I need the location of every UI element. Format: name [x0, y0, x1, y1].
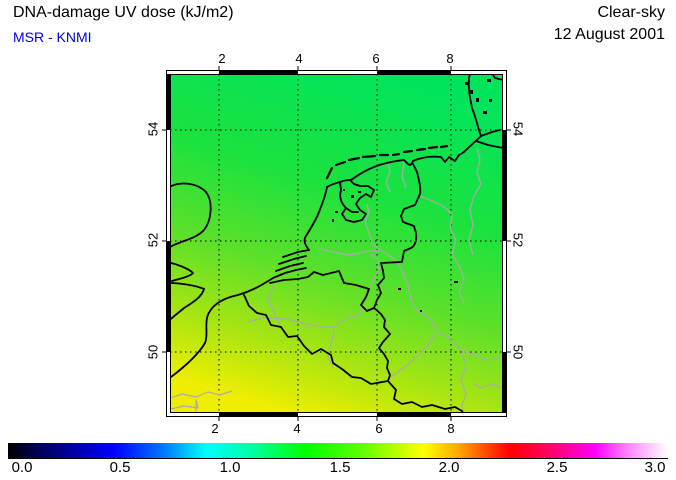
date-label: 12 August 2001	[553, 26, 665, 43]
map-frame-outer	[166, 70, 507, 417]
lat-label-right-54: 54	[510, 121, 526, 137]
river-rhine-south	[460, 351, 467, 413]
lat-label-left-52: 52	[145, 232, 161, 248]
map-frame-inner	[170, 74, 503, 413]
coast-zeeland-delta-2	[275, 262, 304, 272]
lon-label-top-6: 6	[372, 51, 380, 66]
rivers-and-minor-borders	[170, 147, 503, 413]
figure-title: DNA-damage UV dose (kJ/m2)	[13, 4, 234, 21]
colorbar-label-1.5: 1.5	[329, 459, 351, 476]
river-sambre	[247, 317, 333, 328]
wadden-islands	[325, 144, 449, 180]
colorbar-label-3.0: 3.0	[644, 459, 666, 476]
coast-continental	[170, 277, 274, 379]
river-moselle	[388, 332, 435, 380]
river-weser	[468, 147, 482, 256]
coast-friesland	[350, 159, 414, 181]
colorbar-label-2.0: 2.0	[438, 459, 460, 476]
flevoland-edge	[345, 207, 359, 213]
border-fr-be	[243, 294, 389, 385]
river-rhine	[317, 248, 503, 361]
german-state-border	[419, 195, 465, 304]
uv-dose-field	[170, 74, 503, 413]
coast-zeeland-delta-4	[282, 249, 310, 258]
border-fr-de	[387, 380, 464, 413]
lat-label-left-50: 50	[145, 344, 161, 360]
coast-germany	[412, 74, 482, 163]
small-islands-and-lakes	[332, 79, 492, 312]
sky-condition-label: Clear-sky	[597, 4, 665, 21]
map-frame-segments	[167, 71, 506, 416]
lon-label-bottom-8: 8	[447, 421, 455, 436]
border-be-de-lux	[373, 307, 391, 382]
river-main	[473, 383, 503, 389]
figure-subtitle: MSR - KNMI	[13, 29, 92, 45]
lon-label-top-8: 8	[446, 51, 454, 66]
river-seine	[170, 399, 199, 413]
coast-england-norfolk	[170, 182, 212, 249]
coastlines-and-borders	[170, 74, 503, 413]
coast-england-kent	[170, 282, 205, 321]
lon-label-bottom-2: 2	[211, 421, 219, 436]
lon-label-top-2: 2	[218, 51, 226, 66]
ijsselmeer-shore	[339, 180, 375, 223]
border-nl-de	[373, 163, 422, 309]
river-meuse	[327, 253, 380, 369]
coast-england-essex	[170, 261, 194, 282]
river-somme	[170, 390, 233, 399]
axis-tick-marks	[162, 66, 511, 421]
colorbar-label-1.0: 1.0	[219, 459, 241, 476]
coast-holland-west	[303, 186, 328, 251]
colorbar-label-0.5: 0.5	[109, 459, 131, 476]
river-scheldt	[267, 284, 282, 328]
river-ijssel	[364, 203, 381, 251]
graticule-grid	[170, 74, 503, 413]
coast-zeeland-delta-3	[278, 255, 307, 265]
lat-label-right-50: 50	[510, 344, 526, 360]
lon-label-bottom-4: 4	[293, 421, 301, 436]
province-border-drenthe	[401, 161, 407, 189]
lon-label-top-4: 4	[295, 51, 303, 66]
coast-zeeland-delta-1	[272, 267, 307, 279]
colorbar-label-2.5: 2.5	[546, 459, 568, 476]
border-nl-be	[269, 270, 375, 312]
lat-label-right-52: 52	[510, 232, 526, 248]
colorbar-gradient	[8, 443, 668, 459]
province-border-groningen	[385, 161, 391, 193]
elbe-estuary	[475, 129, 503, 149]
coast-denmark-corner	[491, 74, 503, 81]
lat-label-left-54: 54	[145, 121, 161, 137]
colorbar-label-0.0: 0.0	[11, 459, 33, 476]
lon-label-bottom-6: 6	[375, 421, 383, 436]
